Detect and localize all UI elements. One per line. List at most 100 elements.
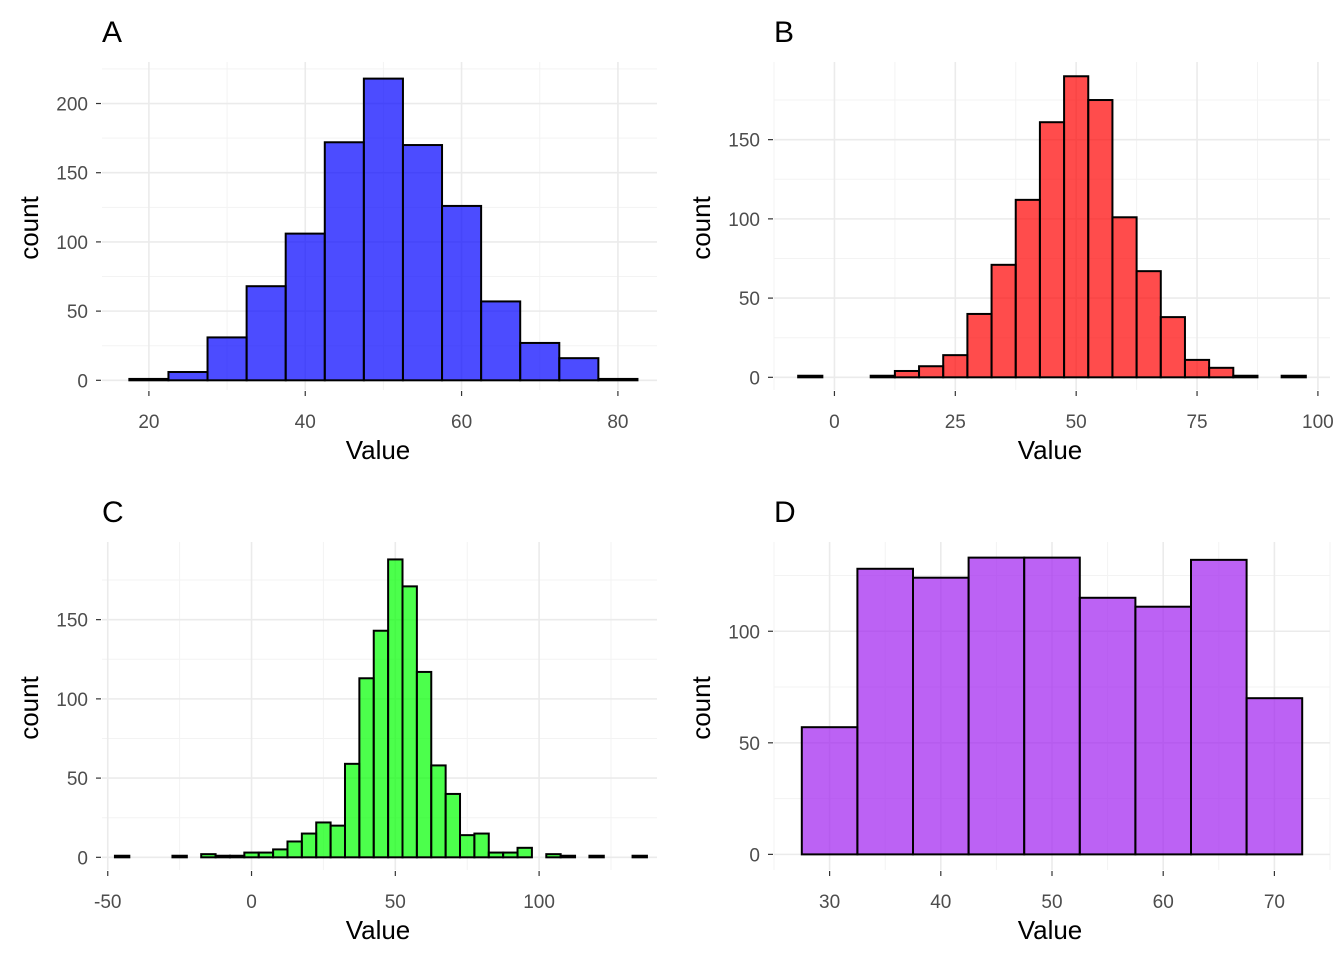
histogram-bar	[343, 762, 361, 859]
y-axis-title: count	[14, 675, 44, 739]
histogram-bar	[323, 141, 365, 382]
histogram-bar	[1038, 121, 1066, 379]
histogram-bar	[415, 670, 433, 859]
histogram-bar	[893, 369, 921, 379]
histogram-bar	[228, 854, 246, 859]
axis-ticks: -50 0 50 100 0 50 100 150	[56, 611, 555, 913]
histogram-bar	[1111, 216, 1138, 379]
histogram-bar	[1078, 596, 1137, 856]
histogram-bar	[1280, 374, 1307, 379]
histogram-bar	[1063, 75, 1090, 379]
x-tick-label: 30	[819, 892, 840, 913]
histogram-bar	[559, 854, 577, 859]
y-tick-label: 0	[749, 368, 760, 389]
x-axis-title: Value	[346, 435, 411, 465]
histogram-bar	[1183, 358, 1211, 379]
histogram-bar	[200, 853, 217, 859]
histogram-bar	[519, 341, 561, 382]
y-tick-label: 50	[739, 734, 760, 755]
histogram-bar	[1134, 605, 1193, 856]
y-tick-label: 150	[728, 131, 760, 152]
histogram-bar	[167, 371, 209, 382]
panel-b: B Value count 0 25 50 75 100 0 50 100 150	[686, 16, 1334, 465]
histogram-bar	[329, 824, 346, 859]
histogram-bar	[362, 77, 404, 382]
histogram-bar	[967, 556, 1026, 856]
histogram-bar	[113, 854, 131, 859]
y-tick-label: 0	[77, 848, 88, 869]
y-tick-label: 50	[739, 289, 760, 310]
histogram-bar	[387, 558, 404, 859]
panel-title: B	[774, 16, 794, 49]
panel-c: C Value count -50 0 50 100 0 50 100 150	[14, 496, 657, 945]
x-tick-label: 80	[607, 412, 628, 433]
histogram-bar	[214, 854, 231, 859]
axis-ticks: 30 40 50 60 70 0 50 100	[728, 622, 1285, 913]
histogram-bar	[300, 832, 318, 859]
histogram-bar	[128, 377, 170, 382]
histogram-bar	[444, 792, 462, 859]
x-tick-label: 40	[295, 412, 316, 433]
histogram-bars	[797, 75, 1307, 379]
axis-ticks: 0 25 50 75 100 0 50 100 150	[728, 131, 1333, 433]
x-tick-label: 40	[930, 892, 951, 913]
histogram-bar	[1014, 198, 1041, 379]
y-tick-label: 100	[728, 210, 760, 231]
histogram-bar	[372, 629, 390, 859]
histogram-bar	[480, 300, 522, 382]
histogram-bar	[516, 846, 533, 859]
histogram-bar	[502, 851, 519, 859]
histogram-bar	[990, 263, 1017, 379]
y-axis-title: count	[686, 675, 716, 739]
y-tick-label: 100	[56, 233, 88, 254]
histogram-bar	[257, 851, 275, 859]
y-tick-label: 50	[67, 302, 88, 323]
panel-title: A	[102, 16, 122, 49]
y-axis-title: count	[686, 195, 716, 259]
x-tick-label: 60	[451, 412, 472, 433]
histogram-bar	[856, 567, 915, 856]
histogram-bar	[1135, 270, 1162, 379]
x-tick-label: 50	[385, 892, 406, 913]
x-tick-label: 25	[945, 412, 966, 433]
histogram-bar	[171, 854, 188, 859]
histogram-bar	[1190, 558, 1248, 856]
histogram-bars	[128, 77, 639, 382]
histogram-bar	[1087, 99, 1114, 379]
histogram-bar	[1159, 316, 1186, 379]
x-axis-title: Value	[1018, 435, 1083, 465]
histogram-bar	[558, 357, 600, 382]
histogram-bar	[286, 840, 303, 859]
histogram-bar	[401, 585, 418, 859]
histogram-bar	[473, 832, 490, 859]
histogram-bar	[358, 677, 375, 859]
histogram-bar	[912, 576, 970, 856]
x-tick-label: 60	[1153, 892, 1174, 913]
histogram-bar	[315, 821, 332, 859]
histogram-bar	[918, 365, 945, 379]
panel-d: D Value count 30 40 50 60 70 0 50 100	[686, 496, 1331, 945]
panel-title: D	[774, 496, 796, 529]
histogram-bar	[545, 853, 562, 859]
axis-ticks: 20 40 60 80 0 50 100 150 200	[56, 95, 628, 433]
x-tick-label: 0	[829, 412, 840, 433]
histogram-bar	[401, 144, 444, 382]
x-tick-label: 50	[1041, 892, 1062, 913]
histogram-bar	[966, 312, 993, 379]
histogram-bar	[441, 204, 483, 382]
histogram-bar	[597, 377, 639, 382]
y-tick-label: 50	[67, 769, 88, 790]
x-tick-label: 100	[523, 892, 555, 913]
y-axis-title: count	[14, 195, 44, 259]
histogram-bars	[800, 556, 1304, 856]
x-axis-title: Value	[1018, 915, 1083, 945]
histogram-bar	[942, 354, 969, 379]
y-tick-label: 200	[56, 95, 88, 116]
y-tick-label: 100	[56, 690, 88, 711]
panel-a: A Value count 20 40 60 80 0 50 100 150 200	[14, 16, 657, 465]
histogram-bar	[869, 374, 896, 379]
histogram-bar	[1245, 697, 1304, 856]
x-tick-label: 20	[138, 412, 159, 433]
panel-title: C	[102, 496, 124, 529]
